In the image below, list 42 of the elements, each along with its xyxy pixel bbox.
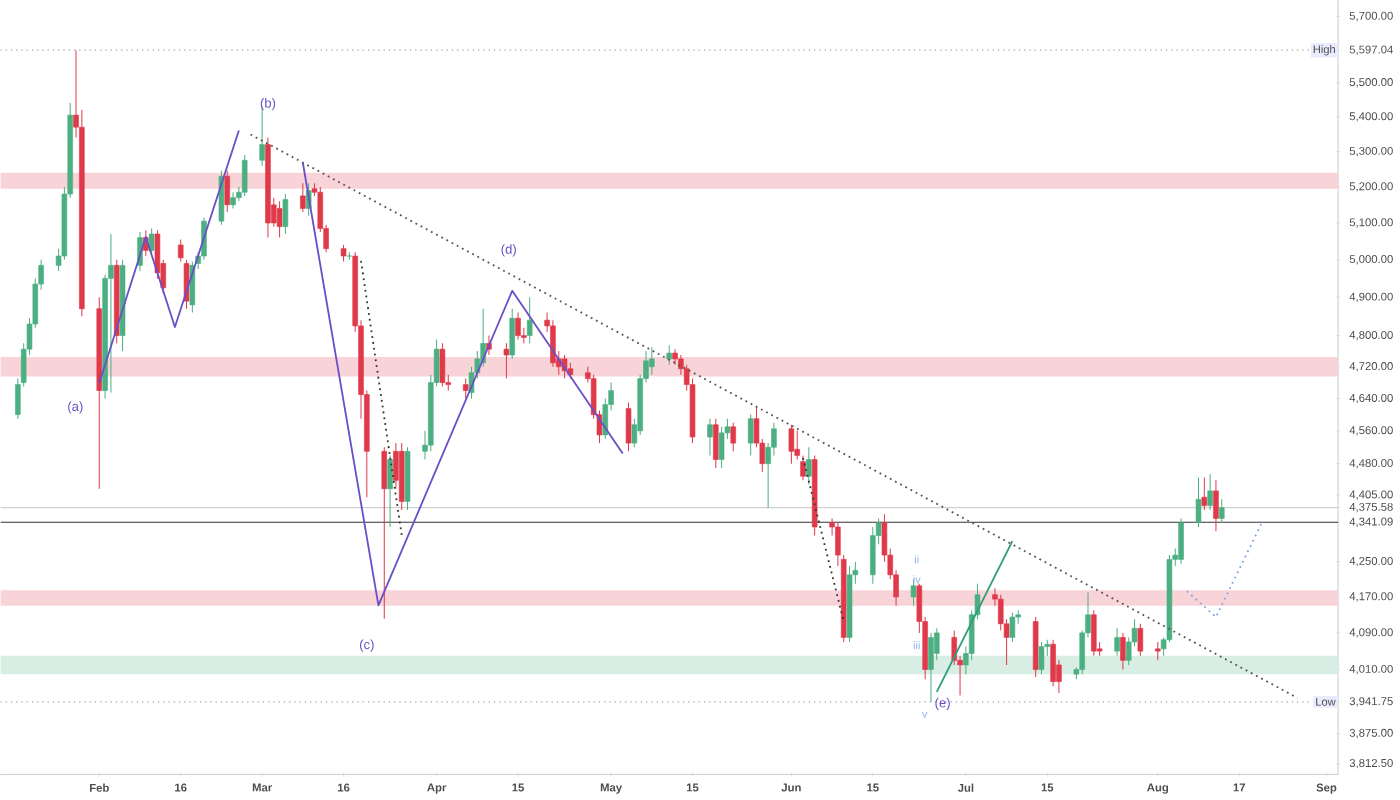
candlestick xyxy=(1038,641,1045,675)
candlestick xyxy=(730,421,736,452)
candlestick xyxy=(1050,638,1056,687)
candlestick xyxy=(910,578,917,606)
candlestick xyxy=(1091,609,1097,656)
candlestick xyxy=(666,344,673,365)
line-series xyxy=(301,161,624,606)
candlestick xyxy=(526,296,533,344)
candlestick xyxy=(1032,616,1039,678)
candlestick xyxy=(870,526,876,584)
candlestick xyxy=(1178,517,1184,564)
candlestick xyxy=(1213,479,1219,532)
candlestick xyxy=(1155,641,1161,661)
candlestick xyxy=(649,346,655,375)
candlestick xyxy=(1195,476,1202,528)
candlestick xyxy=(747,413,754,456)
candlestick xyxy=(718,425,725,469)
candlestick xyxy=(300,182,306,213)
candlestick xyxy=(282,193,289,235)
candlestick xyxy=(1201,476,1208,511)
candlestick xyxy=(806,446,812,485)
candlestick xyxy=(1207,473,1213,511)
candlestick xyxy=(276,200,283,238)
candlestick xyxy=(788,423,795,464)
candlestick xyxy=(503,342,510,379)
candlestick xyxy=(509,307,515,360)
candlestick xyxy=(713,417,719,469)
candlestick xyxy=(707,417,713,456)
line-series xyxy=(98,129,240,384)
candlestick xyxy=(625,401,632,452)
candlestick xyxy=(515,311,521,340)
candlestick xyxy=(381,446,388,619)
candlestick xyxy=(387,454,393,528)
candlestick xyxy=(1137,622,1144,656)
candlestick xyxy=(1120,632,1126,670)
candlestick xyxy=(928,632,934,702)
candlestick xyxy=(462,377,469,399)
candlestick xyxy=(800,454,806,481)
candlestick xyxy=(1009,611,1016,643)
candlestick xyxy=(1219,498,1225,523)
candlestick xyxy=(1114,627,1120,656)
candlestick xyxy=(439,342,446,387)
